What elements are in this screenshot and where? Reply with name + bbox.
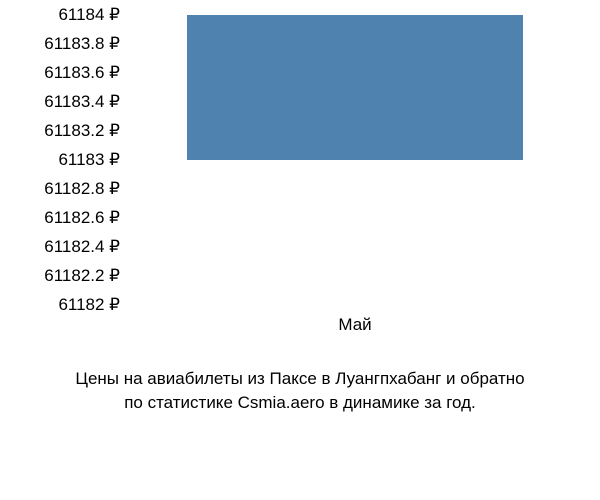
y-tick-label: 61182.6 ₽ <box>0 208 120 228</box>
chart-caption: Цены на авиабилеты из Паксе в Луангпхаба… <box>0 367 600 415</box>
y-tick-label: 61182 ₽ <box>0 295 120 315</box>
x-axis-label: Май <box>338 315 371 335</box>
caption-line-1: Цены на авиабилеты из Паксе в Луангпхаба… <box>0 367 600 391</box>
y-tick-label: 61183.2 ₽ <box>0 121 120 141</box>
y-tick-label: 61182.4 ₽ <box>0 237 120 257</box>
y-tick-label: 61184 ₽ <box>0 5 120 25</box>
y-tick-label: 61183 ₽ <box>0 150 120 170</box>
y-tick-label: 61183.6 ₽ <box>0 63 120 83</box>
y-tick-label: 61182.8 ₽ <box>0 179 120 199</box>
y-tick-label: 61183.4 ₽ <box>0 92 120 112</box>
y-tick-label: 61182.2 ₽ <box>0 266 120 286</box>
y-axis: 61184 ₽61183.8 ₽61183.6 ₽61183.4 ₽61183.… <box>0 10 130 310</box>
chart-bar <box>187 15 522 160</box>
plot-area: Май <box>140 15 570 305</box>
caption-line-2: по статистике Csmia.aero в динамике за г… <box>0 391 600 415</box>
chart-container: 61184 ₽61183.8 ₽61183.6 ₽61183.4 ₽61183.… <box>0 10 600 330</box>
y-tick-label: 61183.8 ₽ <box>0 34 120 54</box>
